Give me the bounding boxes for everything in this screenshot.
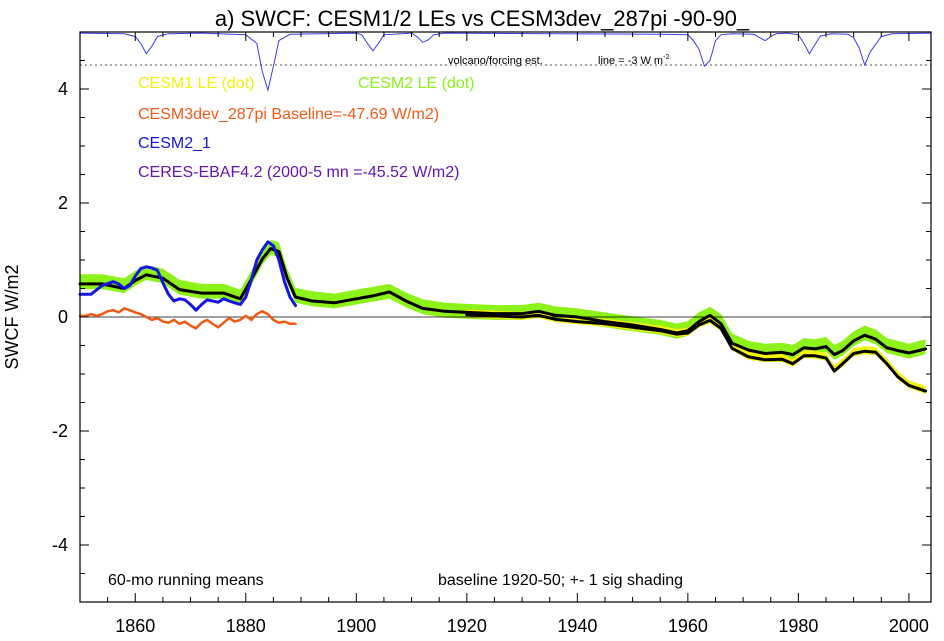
axes-layer <box>79 31 932 603</box>
cesm2-le-mean-line <box>78 247 927 357</box>
legend-ceres: CERES-EBAF4.2 (2000-5 mn =-45.52 W/m2) <box>138 164 459 181</box>
cesm2-le-shading <box>80 240 926 360</box>
legend-cesm3dev: CESM3dev_287pi Baseline=-47.69 W/m2) <box>138 106 439 123</box>
running-mean-note: 60-mo running means <box>108 572 264 589</box>
y-tick-label-4: -4 <box>52 535 68 555</box>
x-tick-label-1940: 1940 <box>557 616 597 636</box>
y-tick-label-0: 4 <box>58 79 68 99</box>
volcano-line-note-text: line = -3 W m <box>598 55 663 67</box>
x-tick-labels: 1860 1880 1900 1920 1940 1960 1980 2000 <box>115 616 929 636</box>
baseline-note: baseline 1920-50; +- 1 sig shading <box>438 572 683 589</box>
x-tick-label-1980: 1980 <box>778 616 818 636</box>
cesm1-le-mean-line <box>465 313 927 393</box>
y-tick-labels: 4 2 0 -2 -4 <box>52 79 68 555</box>
cesm3dev-line <box>78 307 297 330</box>
cesm2-1-line <box>78 240 297 312</box>
x-tick-label-1860: 1860 <box>115 616 155 636</box>
x-tick-label-1960: 1960 <box>668 616 708 636</box>
annotations: volcano/forcing est. line = -3 W m-2 60-… <box>108 54 683 589</box>
x-tick-label-1920: 1920 <box>447 616 487 636</box>
volcano-line-note-sup: -2 <box>663 54 669 61</box>
volcano-annotation: volcano/forcing est. <box>448 55 543 67</box>
line-layer <box>78 240 927 393</box>
legend-cesm1: CESM1 LE (dot) <box>138 75 254 92</box>
legend-cesm2-1: CESM2_1 <box>138 135 211 152</box>
x-tick-label-1900: 1900 <box>336 616 376 636</box>
y-axis-label: SWCF W/m2 <box>2 265 22 370</box>
y-tick-label-3: -2 <box>52 421 68 441</box>
plot-area <box>78 31 932 394</box>
volcano-line-note: line = -3 W m-2 <box>598 54 669 67</box>
chart-title: a) SWCF: CESM1/2 LEs vs CESM3dev_287pi -… <box>215 6 750 31</box>
x-tick-label-1880: 1880 <box>226 616 266 636</box>
legend-cesm2: CESM2 LE (dot) <box>358 75 474 92</box>
y-tick-label-2: 0 <box>58 307 68 327</box>
x-tick-label-2000: 2000 <box>889 616 929 636</box>
legend: CESM1 LE (dot) CESM2 LE (dot) CESM3dev_2… <box>138 75 474 181</box>
y-tick-label-1: 2 <box>58 193 68 213</box>
